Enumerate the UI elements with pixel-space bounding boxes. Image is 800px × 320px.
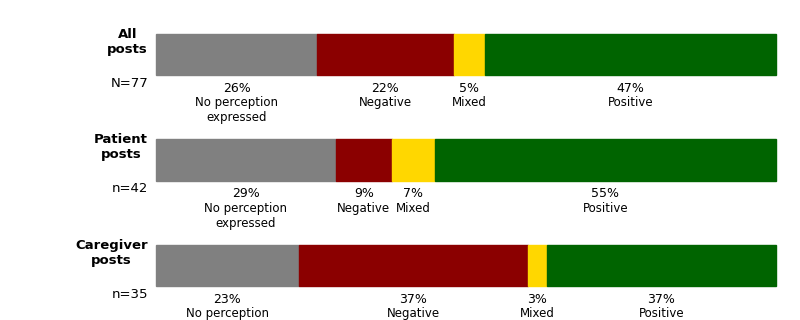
Text: 55%: 55% <box>591 187 619 200</box>
Bar <box>528 245 546 286</box>
Text: 47%: 47% <box>616 82 644 95</box>
Text: n=42: n=42 <box>112 182 148 195</box>
Text: Positive: Positive <box>607 96 653 109</box>
Text: 26%: 26% <box>222 82 250 95</box>
Bar <box>156 139 336 181</box>
Text: Patient
posts: Patient posts <box>94 133 148 161</box>
Text: 23%: 23% <box>214 293 241 306</box>
Text: n=35: n=35 <box>111 288 148 301</box>
Text: 5%: 5% <box>459 82 479 95</box>
Bar <box>298 245 528 286</box>
Text: 37%: 37% <box>399 293 427 306</box>
Bar <box>454 34 485 75</box>
Text: Mixed: Mixed <box>520 307 554 320</box>
Text: N=77: N=77 <box>110 77 148 90</box>
Text: Positive: Positive <box>582 202 628 215</box>
Bar <box>435 139 776 181</box>
Text: Caregiver
posts: Caregiver posts <box>75 239 148 267</box>
Text: 9%: 9% <box>354 187 374 200</box>
Text: 22%: 22% <box>371 82 399 95</box>
Text: 37%: 37% <box>647 293 675 306</box>
Bar <box>485 34 776 75</box>
Bar <box>392 139 435 181</box>
Bar <box>546 245 776 286</box>
Bar <box>336 139 391 181</box>
Text: 29%: 29% <box>232 187 260 200</box>
Text: No perception
expressed: No perception expressed <box>186 307 269 320</box>
Text: Negative: Negative <box>337 202 390 215</box>
Text: 3%: 3% <box>527 293 547 306</box>
Bar <box>156 34 317 75</box>
Text: Mixed: Mixed <box>452 96 486 109</box>
Text: Positive: Positive <box>638 307 684 320</box>
Bar <box>317 34 454 75</box>
Text: No perception
expressed: No perception expressed <box>195 96 278 124</box>
Text: Negative: Negative <box>386 307 440 320</box>
Text: Negative: Negative <box>359 96 412 109</box>
Text: 7%: 7% <box>403 187 423 200</box>
Bar <box>156 245 298 286</box>
Text: No perception
expressed: No perception expressed <box>204 202 287 230</box>
Text: All
posts: All posts <box>107 28 148 56</box>
Text: Mixed: Mixed <box>396 202 430 215</box>
